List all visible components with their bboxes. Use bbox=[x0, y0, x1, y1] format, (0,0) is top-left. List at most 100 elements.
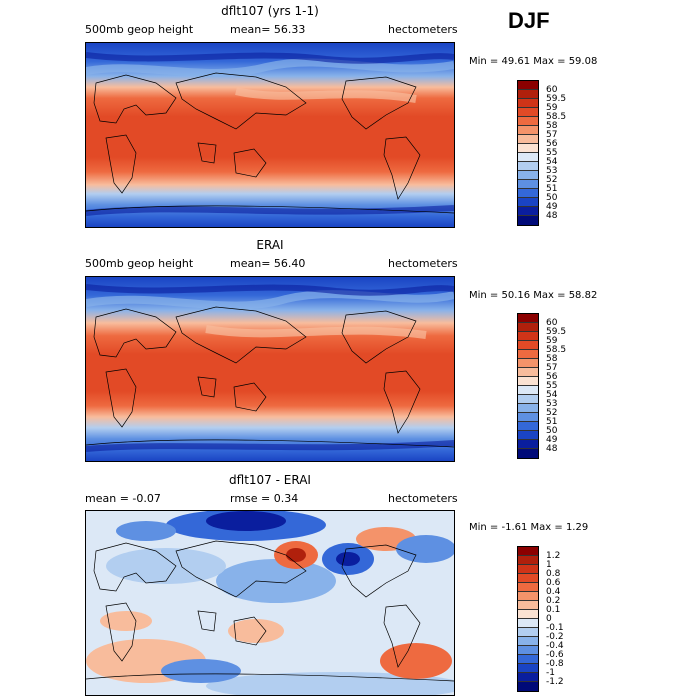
panel1-title: dflt107 (yrs 1-1) bbox=[221, 4, 319, 18]
panel2-mean-label: mean= 56.40 bbox=[230, 257, 306, 270]
panel2-colorbar-tick-label: 59.5 bbox=[546, 326, 567, 337]
panel3-rmse-label: rmse = 0.34 bbox=[230, 492, 299, 505]
panel3-colorbar-swatch bbox=[518, 583, 538, 592]
panel1-colorbar-tick-label: 48 bbox=[546, 210, 558, 221]
panel2-colorbar-swatch bbox=[518, 332, 538, 341]
panel1-colorbar-tick-label: 54 bbox=[546, 156, 558, 167]
panel2-title: ERAI bbox=[256, 238, 284, 252]
panel1-colorbar-swatch bbox=[518, 207, 538, 216]
panel2-colorbar-swatch bbox=[518, 341, 538, 350]
panel2-colorbar-tick-label: 54 bbox=[546, 389, 558, 400]
panel1-colorbar-swatch bbox=[518, 126, 538, 135]
panel1-colorbar-tick-label: 56 bbox=[546, 138, 558, 149]
panel3-colorbar-tick-label: -0.8 bbox=[546, 658, 564, 669]
panel2-colorbar-tick-label: 55 bbox=[546, 380, 558, 391]
panel1-colorbar-tick-label: 58.5 bbox=[546, 111, 567, 122]
panel3-colorbar-swatch bbox=[518, 601, 538, 610]
panel1-colorbar-swatch bbox=[518, 117, 538, 126]
panel3-colorbar-tick-label: 1 bbox=[546, 559, 552, 570]
panel2-colorbar-tick-label: 58 bbox=[546, 353, 558, 364]
panel3-colorbar-swatch bbox=[518, 655, 538, 664]
panel3-colorbar-tick-label: 1.2 bbox=[546, 550, 561, 561]
panel1-colorbar-tick-label: 52 bbox=[546, 174, 558, 185]
panel1-mean-label: mean= 56.33 bbox=[230, 23, 306, 36]
panel2-colorbar-swatch bbox=[518, 404, 538, 413]
panel2-colorbar-swatch bbox=[518, 431, 538, 440]
panel3-difference-field bbox=[86, 511, 454, 695]
panel1-colorbar-tick-label: 49 bbox=[546, 201, 558, 212]
panel3-min-max: Min = -1.61 Max = 1.29 bbox=[469, 522, 589, 533]
panel2-colorbar-swatch bbox=[518, 413, 538, 422]
panel3-units-label: hectometers bbox=[388, 492, 458, 505]
panel1-colorbar-swatch bbox=[518, 198, 538, 207]
panel2-colorbar-tick-label: 53 bbox=[546, 398, 558, 409]
panel1-colorbar-tick-label: 58 bbox=[546, 120, 558, 131]
panel3-colorbar-swatch bbox=[518, 574, 538, 583]
panel2-colorbar-swatch bbox=[518, 368, 538, 377]
panel1-colorbar-swatch bbox=[518, 81, 538, 90]
panel3-colorbar-swatch bbox=[518, 682, 538, 691]
panel1-colorbar-swatch bbox=[518, 135, 538, 144]
panel1-colorbar-swatch bbox=[518, 171, 538, 180]
panel1-colorbar-tick-label: 51 bbox=[546, 183, 558, 194]
panel3-title: dflt107 - ERAI bbox=[229, 473, 311, 487]
panel3-mean-label: mean = -0.07 bbox=[85, 492, 161, 505]
panel2-colorbar-tick-label: 51 bbox=[546, 416, 558, 427]
panel2-colorbar-tick-label: 49 bbox=[546, 434, 558, 445]
panel1-colorbar-tick-label: 57 bbox=[546, 129, 558, 140]
panel1-colorbar-swatch bbox=[518, 180, 538, 189]
panel2-min-max: Min = 50.16 Max = 58.82 bbox=[469, 290, 598, 301]
panel3-colorbar-swatch bbox=[518, 592, 538, 601]
panel3-map[interactable] bbox=[85, 510, 455, 696]
panel3-colorbar-swatch bbox=[518, 646, 538, 655]
panel1-colorbar-swatch bbox=[518, 189, 538, 198]
panel3-colorbar-tick-label: -1.2 bbox=[546, 676, 564, 687]
panel3-coastlines bbox=[86, 540, 454, 682]
panel1-colorbar-swatch bbox=[518, 144, 538, 153]
panel3-colorbar-tick-label: -0.2 bbox=[546, 631, 564, 642]
panel1-colorbar bbox=[517, 80, 539, 226]
panel2-colorbar-swatch bbox=[518, 386, 538, 395]
panel1-colorbar-swatch bbox=[518, 162, 538, 171]
panel1-coastlines bbox=[86, 72, 454, 214]
panel2-colorbar-swatch bbox=[518, 359, 538, 368]
panel1-colorbar-swatch bbox=[518, 153, 538, 162]
panel1-colorbar-tick-label: 59 bbox=[546, 102, 558, 113]
panel2-colorbar-tick-label: 56 bbox=[546, 371, 558, 382]
panel3-colorbar bbox=[517, 546, 539, 692]
panel2-colorbar-tick-label: 57 bbox=[546, 362, 558, 373]
panel2-colorbar bbox=[517, 313, 539, 459]
panel1-colorbar-tick-label: 59.5 bbox=[546, 93, 567, 104]
panel1-colorbar-tick-label: 53 bbox=[546, 165, 558, 176]
panel3-colorbar-tick-label: 0 bbox=[546, 613, 552, 624]
panel2-colorbar-swatch bbox=[518, 377, 538, 386]
panel2-variable-label: 500mb geop height bbox=[85, 257, 194, 270]
panel1-colorbar-tick-label: 60 bbox=[546, 84, 558, 95]
panel2-colorbar-swatch bbox=[518, 422, 538, 431]
panel3-colorbar-tick-label: 0.1 bbox=[546, 604, 561, 615]
panel3-colorbar-tick-label: -0.1 bbox=[546, 622, 564, 633]
panel3-colorbar-tick-label: 0.2 bbox=[546, 595, 561, 606]
panel1-variable-label: 500mb geop height bbox=[85, 23, 194, 36]
panel3-colorbar-tick-label: 0.4 bbox=[546, 586, 561, 597]
panel2-colorbar-swatch bbox=[518, 449, 538, 458]
panel3-colorbar-tick-label: -0.4 bbox=[546, 640, 564, 651]
panel1-units-label: hectometers bbox=[388, 23, 458, 36]
panel3-colorbar-swatch bbox=[518, 673, 538, 682]
panel1-map[interactable] bbox=[85, 42, 455, 228]
panel2-colorbar-tick-label: 60 bbox=[546, 317, 558, 328]
panel2-colorbar-tick-label: 48 bbox=[546, 443, 558, 454]
panel2-colorbar-tick-label: 50 bbox=[546, 425, 558, 436]
panel2-colorbar-tick-label: 58.5 bbox=[546, 344, 567, 355]
panel3-colorbar-swatch bbox=[518, 610, 538, 619]
panel1-colorbar-tick-label: 50 bbox=[546, 192, 558, 203]
panel3-colorbar-tick-label: -1 bbox=[546, 667, 555, 678]
panel2-map[interactable] bbox=[85, 276, 455, 462]
panel3-colorbar-swatch bbox=[518, 637, 538, 646]
panel2-units-label: hectometers bbox=[388, 257, 458, 270]
panel1-colorbar-swatch bbox=[518, 99, 538, 108]
panel2-colorbar-swatch bbox=[518, 323, 538, 332]
panel3-colorbar-swatch bbox=[518, 628, 538, 637]
panel2-coastlines bbox=[86, 306, 454, 448]
panel3-colorbar-swatch bbox=[518, 556, 538, 565]
